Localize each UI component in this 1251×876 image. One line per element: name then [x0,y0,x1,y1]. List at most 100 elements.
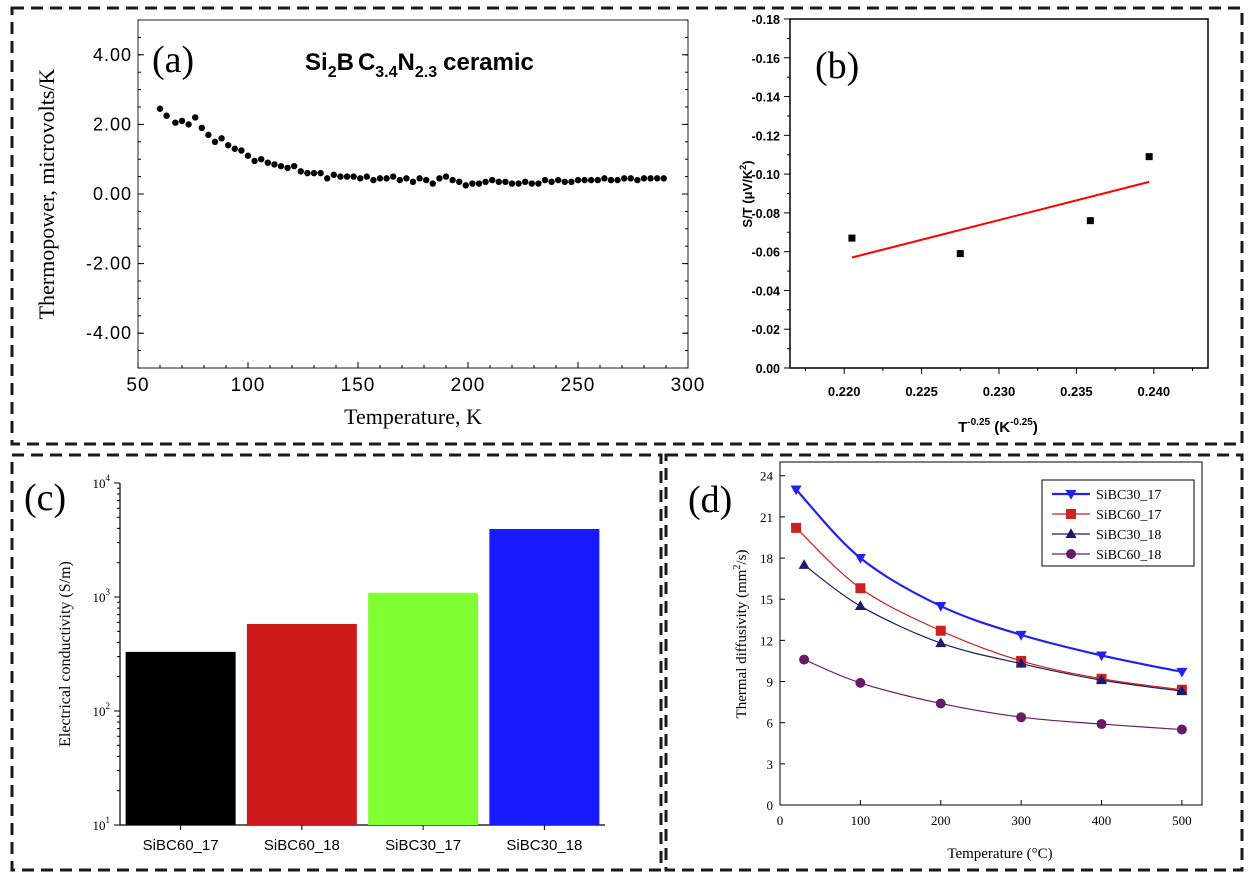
data-point [855,677,866,688]
data-point [508,180,516,187]
data-point [574,176,582,184]
data-point [277,162,285,170]
x-tick-label: 0.225 [905,384,938,399]
series-line [795,527,1182,691]
data-point [1176,667,1188,678]
data-point [264,159,271,166]
data-point [337,173,344,180]
data-point [218,135,225,142]
x-tick-label: 100 [851,813,871,828]
data-point [601,175,608,182]
panel-b-fit-line [851,180,1150,259]
data-point [370,176,377,184]
y-tick-label: -0.18 [752,13,781,27]
panel-frame-d [664,453,1244,872]
data-point [330,171,337,179]
data-point [594,176,601,184]
y-tick-label: -0.04 [752,284,781,298]
panel-frame-top [10,6,1244,446]
data-point [482,178,489,186]
data-point [790,485,802,496]
legend-marker [1066,509,1076,519]
data-point [848,234,856,242]
y-tick-label: -4.00 [86,323,132,343]
data-point [522,178,529,186]
x-tick-label: SiBC60_17 [143,837,219,854]
data-point [489,176,496,184]
data-point [192,114,199,121]
panel-c-label: (c) [24,477,66,519]
x-tick-label: 100 [231,375,266,396]
data-point [409,178,417,186]
data-point [317,169,324,177]
data-point [238,147,245,154]
y-tick-label: 9 [767,675,774,690]
data-point [198,124,205,132]
panel-b-ylabel: S/T (μV/K2) [738,160,755,227]
data-point [244,152,252,159]
data-point [935,637,947,648]
data-point [211,138,219,145]
y-tick-label: 103 [93,587,111,605]
bar [125,651,236,825]
data-point [1176,685,1188,696]
data-point [660,175,667,182]
x-tick-label: 0.235 [1060,384,1093,399]
x-tick-label: 200 [451,375,486,396]
legend-label: SiBC30_18 [1096,528,1161,543]
y-tick-label: 104 [93,473,111,491]
data-point [310,169,318,177]
legend-marker [1066,549,1076,559]
data-point [1176,724,1187,735]
panel-a-title: Si2B C3.4N2.3 ceramic [305,49,534,81]
y-tick-label: -0.02 [752,323,781,337]
data-point [607,176,615,184]
x-tick-label: 0.230 [983,384,1016,399]
y-tick-label: 6 [767,716,774,731]
y-tick-label: -0.08 [752,207,781,221]
x-tick-label: 250 [561,375,596,396]
panel-c: 101 102 103 104 SiBC60_17 SiBC60_18 SiBC30_17… [24,473,605,854]
panel-d-label: (d) [688,479,732,521]
panel-d-ylabel: Thermal diffusivity (mm2/s) [732,550,750,719]
panel-c-ylabel: Electrical conductivity (S/m) [57,561,74,747]
x-tick-label: 300 [671,375,706,396]
series-line [795,488,1183,673]
data-point [297,168,304,175]
data-point [396,176,403,184]
data-point [515,180,522,187]
x-tick-label: 0.240 [1138,384,1171,399]
data-point [324,175,331,182]
panel-d-xlabel: Temperature (°C) [947,846,1052,862]
data-point [640,175,648,182]
data-point [588,176,595,184]
data-point [791,522,802,533]
y-tick-label: 18 [760,551,773,566]
panel-a-xlabel: Temperature, K [344,404,482,429]
data-point [429,180,436,187]
data-point [634,176,641,184]
y-tick-label: 101 [93,815,111,833]
data-point [1145,153,1153,161]
data-point [855,583,866,594]
bar [368,592,479,825]
data-point [403,175,410,182]
data-point [436,175,443,182]
data-point [456,178,463,186]
data-point [502,178,509,186]
data-point [495,178,502,186]
data-point [1096,651,1108,662]
y-tick-label: 15 [760,592,773,607]
y-tick-label: -0.12 [752,129,781,143]
data-point [1016,712,1027,723]
legend-label: SiBC30_17 [1096,488,1161,503]
y-tick-label: 0.00 [756,362,780,376]
data-point [935,625,946,636]
data-point [1086,217,1094,225]
data-point [654,175,661,182]
data-point [363,173,370,180]
data-point [357,175,364,182]
data-point [621,175,628,182]
data-point [462,182,469,189]
